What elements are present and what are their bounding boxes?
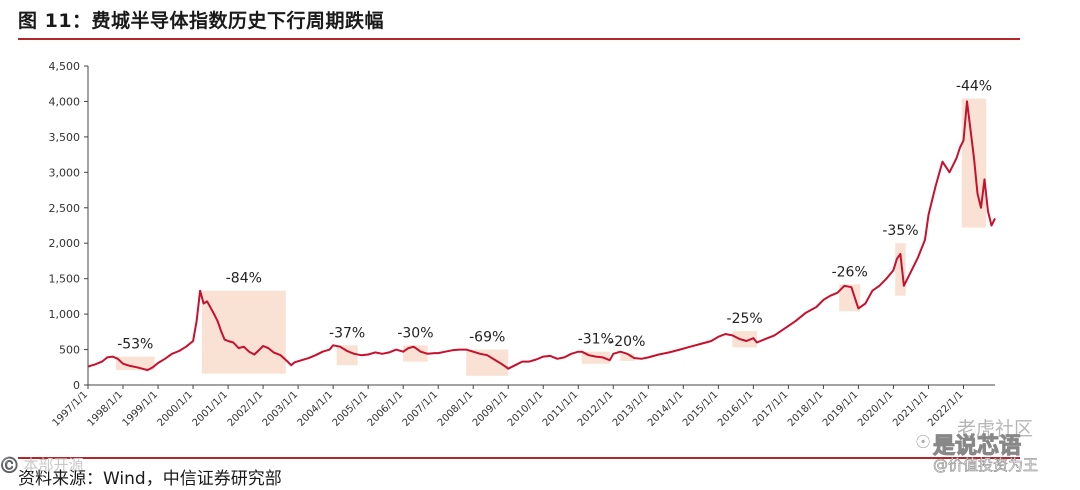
x-tick-label: 2012/1/1 <box>576 389 616 429</box>
y-tick-label: 4,500 <box>49 60 81 73</box>
drawdown-shade <box>403 345 428 362</box>
x-tick-label: 2011/1/1 <box>541 389 581 429</box>
x-tick-label: 2008/1/1 <box>436 389 476 429</box>
y-tick-label: 3,000 <box>49 166 81 179</box>
drawdown-label: -31% <box>578 332 614 348</box>
series-layer <box>87 100 996 372</box>
drawdown-shade <box>839 284 861 312</box>
x-tick-label: 2009/1/1 <box>471 389 511 429</box>
y-tick-label: 4,000 <box>49 95 81 108</box>
drawdown-shade <box>466 349 509 376</box>
index-line <box>87 100 996 372</box>
wechat-icon: ☉ <box>915 432 932 453</box>
figure-title: 图 11：费城半导体指数历史下行周期跌幅 <box>18 10 385 32</box>
drawdown-label: -84% <box>226 271 262 287</box>
drawdown-label: -26% <box>832 264 868 280</box>
x-tick-label: 2006/1/1 <box>366 389 406 429</box>
drawdown-shade <box>201 290 286 374</box>
x-tick-label: 2018/1/1 <box>786 389 826 429</box>
x-tick-label: 2005/1/1 <box>331 389 371 429</box>
drawdown-label: -30% <box>397 325 433 341</box>
drawdown-label: -25% <box>727 311 763 327</box>
y-tick-label: 3,500 <box>49 131 81 144</box>
watermark-left: ©️ 本部开源 <box>0 456 84 474</box>
chart: 0 500 1,000 1,500 2,000 2,500 3,000 3,500 4,000 4… <box>49 60 996 429</box>
drawdown-shades <box>116 98 987 376</box>
drawdown-shade <box>336 345 358 366</box>
x-tick-label: 2002/1/1 <box>226 389 266 429</box>
y-tick-label: 500 <box>59 344 80 357</box>
x-tick-label: 2020/1/1 <box>856 389 896 429</box>
drawdown-labels: -53% -84% -37% -30% -69% -31%-20% -25% -26% -35%… <box>117 79 992 353</box>
drawdown-shade <box>116 356 155 371</box>
drawdown-label: -37% <box>329 325 365 341</box>
drawdown-label: -53% <box>117 337 153 353</box>
watermark-line3: @价值投资为王 <box>933 456 1039 475</box>
x-tick-label: 2019/1/1 <box>821 389 861 429</box>
x-tick-label: 2010/1/1 <box>506 389 546 429</box>
y-tick-label: 0 <box>73 379 80 392</box>
y-tick-label: 1,000 <box>49 308 81 321</box>
x-tick-label: 2014/1/1 <box>646 389 686 429</box>
watermark-right: ☉ 老虎社区 是说芯语 @价值投资为王 <box>915 418 1075 478</box>
x-tick-label: 2001/1/1 <box>191 389 231 429</box>
watermark-line2: 是说芯语 <box>932 434 1022 460</box>
y-tick-label: 1,500 <box>49 273 81 286</box>
drawdown-shade <box>620 353 635 361</box>
source-note: 资料来源：Wind，中信证券研究部 <box>18 469 282 489</box>
x-tick-label: 2000/1/1 <box>156 389 196 429</box>
x-tick-label: 2003/1/1 <box>261 389 301 429</box>
x-tick-label: 1999/1/1 <box>121 389 161 429</box>
chart-axes: 0 500 1,000 1,500 2,000 2,500 3,000 3,500 4,000 4… <box>49 60 995 429</box>
y-tick-label: 2,000 <box>49 237 81 250</box>
watermark-line1: 老虎社区 <box>957 418 1034 440</box>
x-tick-label: 2016/1/1 <box>716 389 756 429</box>
x-tick-label: 2017/1/1 <box>751 389 791 429</box>
drawdown-label: -20% <box>609 334 645 350</box>
x-tick-label: 1997/1/1 <box>51 389 91 429</box>
x-tick-label: 2015/1/1 <box>681 389 721 429</box>
drawdown-label: -69% <box>469 330 505 346</box>
drawdown-label: -44% <box>956 79 992 95</box>
drawdown-shade <box>895 243 906 296</box>
x-tick-label: 2013/1/1 <box>611 389 651 429</box>
title-rule <box>18 38 1020 40</box>
drawdown-label: -35% <box>882 223 918 239</box>
x-tick-label: 1998/1/1 <box>86 389 126 429</box>
drawdown-shade <box>732 331 757 348</box>
source-rule <box>18 457 1020 459</box>
x-tick-label: 2007/1/1 <box>401 389 441 429</box>
x-tick-label: 2004/1/1 <box>296 389 336 429</box>
y-tick-label: 2,500 <box>49 202 81 215</box>
